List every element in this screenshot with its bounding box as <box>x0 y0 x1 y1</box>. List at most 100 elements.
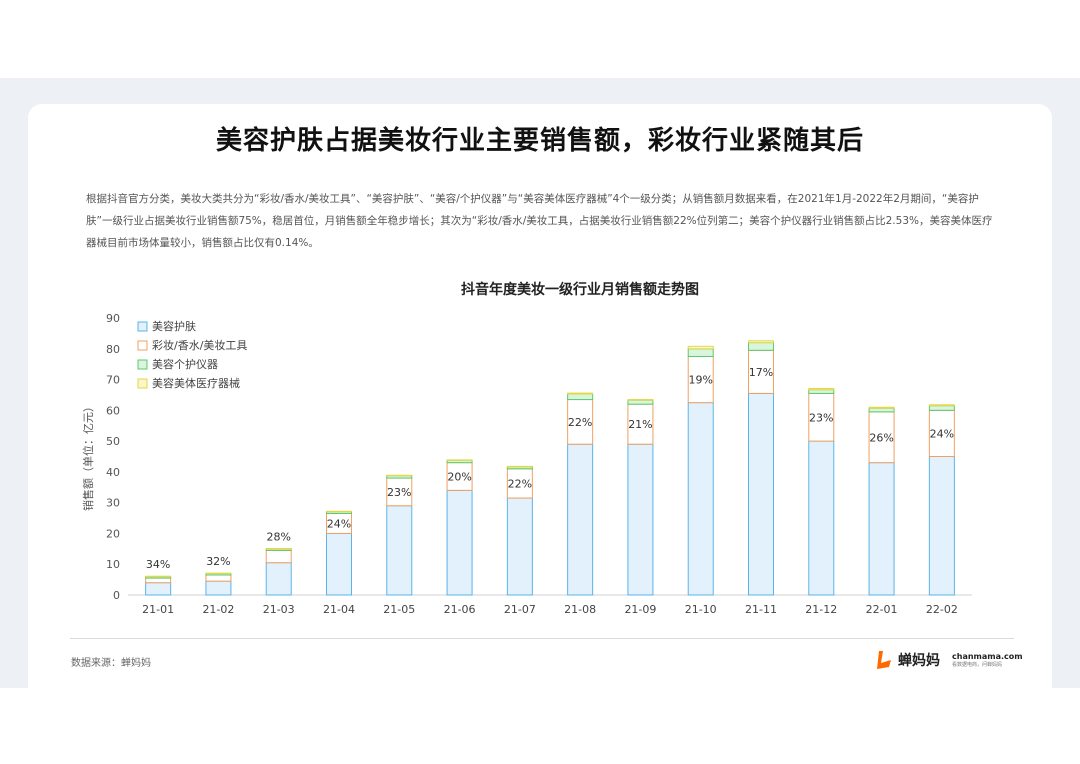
bar-segment <box>265 562 292 596</box>
bar-segment <box>386 474 413 477</box>
bars-group <box>145 340 955 596</box>
data-label: 22% <box>508 477 532 490</box>
bar-segment <box>326 510 352 513</box>
y-tick-label: 90 <box>106 312 120 325</box>
chart-title: 抖音年度美妆一级行业月销售额走势图 <box>461 282 699 298</box>
bar-segment <box>567 443 594 596</box>
data-label: 23% <box>809 411 833 424</box>
bar-segment <box>928 405 955 411</box>
bar-segment <box>627 443 654 596</box>
bar-segment <box>386 505 413 596</box>
data-label: 20% <box>447 471 471 484</box>
y-axis: 0 10 20 30 40 50 60 70 80 90 <box>106 312 972 602</box>
data-label: 24% <box>327 517 351 530</box>
data-label: 28% <box>266 531 290 544</box>
bar-segment <box>446 462 473 491</box>
x-tick-label: 21-03 <box>263 603 295 616</box>
x-tick-label: 21-05 <box>383 603 415 616</box>
y-tick-label: 70 <box>106 374 120 387</box>
y-tick-label: 30 <box>106 497 120 510</box>
y-tick-label: 20 <box>106 527 120 540</box>
legend-swatch <box>137 321 148 332</box>
bar-segment <box>808 389 835 394</box>
x-tick-label: 21-12 <box>805 603 837 616</box>
data-label: 22% <box>568 416 592 429</box>
bar-segment <box>627 403 654 445</box>
bar-segment <box>748 342 774 351</box>
bar-segment <box>868 406 895 409</box>
bar-segment <box>748 392 774 596</box>
bar-segment <box>928 409 955 458</box>
bar-segment <box>265 549 292 564</box>
bar-segment <box>928 456 955 596</box>
bar-segment <box>567 393 594 401</box>
bar-segment <box>928 404 955 407</box>
x-axis: 21-01 21-02 21-03 21-04 21-05 21-06 21-07 21-08… <box>142 603 958 616</box>
x-tick-label: 21-10 <box>685 603 717 616</box>
legend-label: 美容个护仪器 <box>152 357 218 371</box>
bar-segment <box>687 402 714 596</box>
bar-segment <box>446 459 473 461</box>
brand-logo: 蝉妈妈 chanmama.com 看数据电商，问蝉妈妈 <box>876 648 1023 672</box>
data-label: 32% <box>206 555 230 568</box>
footer-divider <box>70 638 1014 639</box>
bar-segment <box>506 468 533 499</box>
annotations-group: 34% 32% 28% 24% 23% 20% 22% 22% 21% 19% 17% 23% 26% 2… <box>146 366 954 571</box>
bar-segment <box>205 572 232 575</box>
bar-segment <box>145 577 172 584</box>
data-label: 23% <box>387 486 411 499</box>
bar-segment <box>205 580 232 596</box>
data-label: 24% <box>930 427 954 440</box>
data-label: 26% <box>869 431 893 444</box>
bar-segment <box>326 532 352 596</box>
chanmama-logo-icon <box>877 651 891 669</box>
legend-label: 彩妆/香水/美妆工具 <box>152 339 247 352</box>
legend-label: 美容美体医疗器械 <box>152 376 240 390</box>
x-tick-label: 21-09 <box>624 603 656 616</box>
y-tick-label: 60 <box>106 404 120 417</box>
x-tick-label: 21-08 <box>564 603 596 616</box>
x-tick-label: 21-04 <box>323 603 355 616</box>
brand-slogan: 看数据电商，问蝉妈妈 <box>952 661 1003 668</box>
legend-swatch <box>137 359 148 370</box>
x-tick-label: 22-02 <box>926 603 958 616</box>
bar-segment <box>687 355 714 404</box>
brand-name: 蝉妈妈 <box>898 653 940 669</box>
bar-segment <box>868 462 895 596</box>
y-tick-label: 0 <box>113 589 120 602</box>
bar-segment <box>145 575 172 578</box>
bar-segment <box>868 411 895 464</box>
bar-segment <box>808 387 835 391</box>
x-tick-label: 22-01 <box>866 603 898 616</box>
bar-segment <box>687 345 714 350</box>
bar-segment <box>687 348 714 357</box>
bar-segment <box>748 340 774 344</box>
x-tick-label: 21-01 <box>142 603 174 616</box>
bar-segment <box>265 548 292 550</box>
data-source: 数据来源：蝉妈妈 <box>71 658 151 669</box>
bar-segment <box>868 407 895 413</box>
bar-segment <box>506 497 533 596</box>
bar-segment <box>808 392 835 442</box>
y-tick-label: 80 <box>106 343 120 356</box>
data-label: 34% <box>146 558 170 571</box>
bar-segment <box>205 574 232 582</box>
x-tick-label: 21-02 <box>202 603 234 616</box>
x-tick-label: 21-07 <box>504 603 536 616</box>
description-text: 根据抖音官方分类，美妆大类共分为“彩妆/香水/美妆工具”、“美容护肤”、“美容/… <box>86 193 993 249</box>
legend-label: 美容护肤 <box>152 319 196 333</box>
bar-segment <box>808 440 835 596</box>
data-label: 19% <box>688 374 712 387</box>
y-tick-label: 50 <box>106 435 120 448</box>
bar-segment <box>567 392 594 395</box>
data-label: 17% <box>749 366 773 379</box>
legend-swatch <box>137 378 148 389</box>
bar-segment <box>506 465 533 468</box>
brand-domain: chanmama.com <box>952 651 1023 661</box>
y-axis-label: 销售额（单位：亿元） <box>81 401 95 511</box>
page-title: 美容护肤占据美妆行业主要销售额，彩妆行业紧随其后 <box>215 126 864 156</box>
bar-segment <box>627 399 654 401</box>
y-tick-label: 40 <box>106 466 120 479</box>
legend-swatch <box>137 340 148 351</box>
